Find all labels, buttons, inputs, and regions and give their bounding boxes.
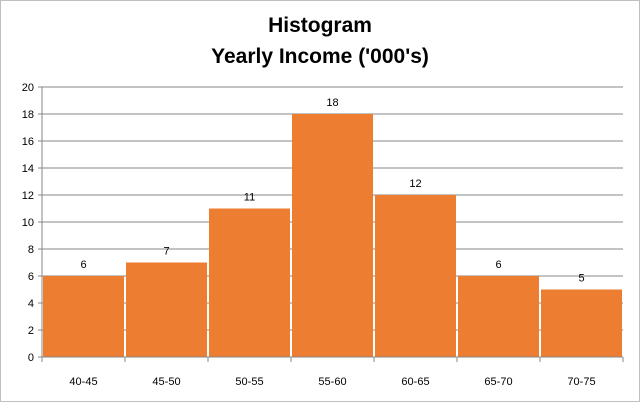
data-label: 11 [244,192,255,204]
x-tick-label: 65-70 [484,376,512,388]
data-labels: 6 7 11 18 12 6 5 [80,97,584,285]
y-tick-label: 0 [28,352,34,364]
y-tick-label: 2 [28,325,34,337]
bar [43,276,124,357]
data-label: 18 [326,97,338,109]
data-label: 5 [578,273,584,285]
x-tick-label: 70-75 [567,376,595,388]
x-tick-label: 40-45 [69,376,97,388]
bar [292,114,373,357]
y-tick-label: 6 [28,271,34,283]
chart-title: Histogram [268,14,372,37]
x-tick-label: 60-65 [401,376,429,388]
x-axis-ticks: 40-45 45-50 50-55 55-60 60-65 65-70 70-75 [41,357,624,388]
data-label: 7 [163,246,169,258]
chart-subtitle: Yearly Income ('000's) [211,45,429,68]
y-tick-label: 18 [22,109,34,121]
bar [126,262,207,357]
bar [375,195,456,357]
data-label: 6 [495,259,501,271]
bar [541,289,622,357]
x-tick-label: 55-60 [318,376,346,388]
y-tick-label: 14 [22,163,34,175]
x-tick-label: 45-50 [152,376,180,388]
y-tick-label: 10 [22,217,34,229]
y-tick-label: 4 [28,298,34,310]
y-tick-label: 16 [22,136,34,148]
data-label: 12 [409,178,421,190]
y-tick-label: 20 [22,82,34,94]
x-tick-label: 50-55 [235,376,263,388]
data-label: 6 [80,259,86,271]
y-tick-label: 8 [28,244,34,256]
y-tick-label: 12 [22,190,34,202]
bars [43,114,622,357]
y-axis-ticks: 0 2 4 6 8 10 12 14 16 18 20 [22,82,42,364]
bar [209,208,290,357]
bar [458,276,539,357]
